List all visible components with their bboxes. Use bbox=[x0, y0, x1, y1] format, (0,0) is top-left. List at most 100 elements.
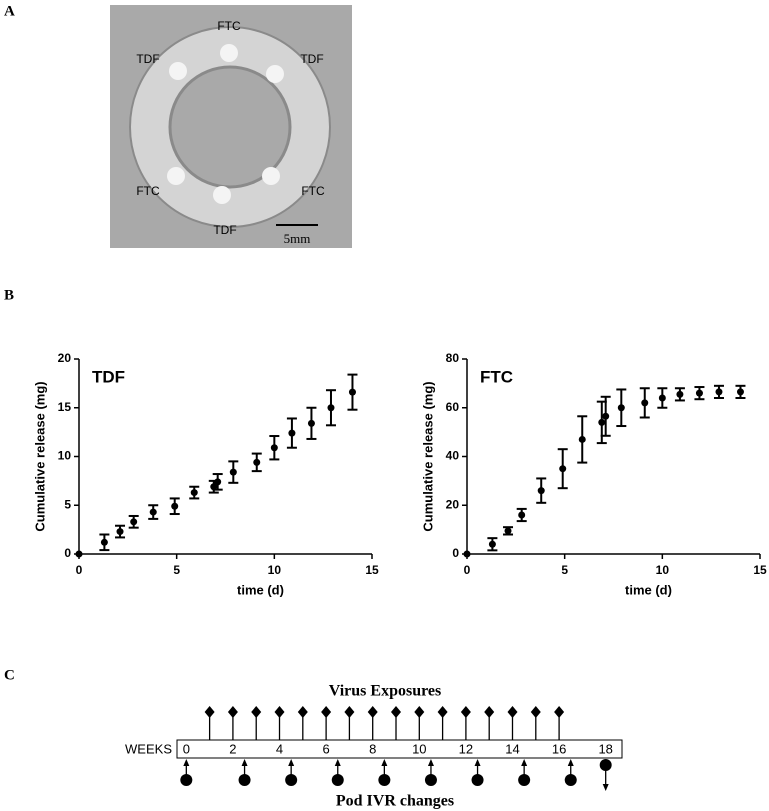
pod-label: FTC bbox=[136, 184, 160, 198]
week-label: 14 bbox=[505, 741, 519, 756]
y-tick-label: 15 bbox=[58, 400, 72, 414]
ivr-arrow bbox=[241, 759, 248, 766]
data-point bbox=[270, 444, 278, 452]
week-label: 16 bbox=[552, 741, 566, 756]
exposure-marker bbox=[391, 706, 402, 718]
data-point bbox=[559, 465, 567, 473]
data-point bbox=[229, 468, 237, 476]
data-point bbox=[307, 419, 315, 427]
x-tick-label: 10 bbox=[268, 563, 282, 577]
timeline-footer: Pod IVR changes bbox=[336, 793, 454, 810]
pod bbox=[220, 44, 238, 62]
y-tick-label: 20 bbox=[446, 497, 460, 511]
exposure-marker bbox=[204, 706, 215, 718]
ivr-marker bbox=[564, 774, 577, 786]
pod bbox=[213, 186, 231, 204]
y-tick-label: 40 bbox=[446, 449, 460, 463]
x-axis-label: time (d) bbox=[625, 582, 672, 597]
exposure-marker bbox=[484, 706, 495, 718]
panel-label: A bbox=[4, 3, 15, 19]
exposure-marker bbox=[227, 706, 238, 718]
x-tick-label: 0 bbox=[76, 563, 83, 577]
exposure-marker bbox=[274, 706, 285, 718]
data-point bbox=[658, 394, 666, 402]
exposure-marker bbox=[367, 706, 378, 718]
ivr-arrow bbox=[474, 759, 481, 766]
exposure-marker bbox=[321, 706, 332, 718]
pod bbox=[167, 167, 185, 185]
y-tick-label: 5 bbox=[64, 497, 71, 511]
data-point bbox=[736, 388, 744, 396]
x-tick-label: 10 bbox=[656, 563, 670, 577]
exposure-marker bbox=[414, 706, 425, 718]
data-point bbox=[75, 550, 83, 558]
y-tick-label: 0 bbox=[64, 546, 71, 560]
pod-label: FTC bbox=[217, 19, 241, 33]
ivr-marker bbox=[331, 774, 344, 786]
data-point bbox=[190, 489, 198, 497]
exposure-marker bbox=[437, 706, 448, 718]
exposure-marker bbox=[344, 706, 355, 718]
ivr-arrow bbox=[567, 759, 574, 766]
y-tick-label: 80 bbox=[446, 351, 460, 365]
data-point bbox=[100, 538, 108, 546]
exposure-marker bbox=[530, 706, 541, 718]
data-point bbox=[288, 429, 296, 437]
chart-title: FTC bbox=[480, 367, 513, 386]
data-point bbox=[715, 388, 723, 396]
ring-edge bbox=[168, 65, 292, 189]
ivr-marker bbox=[471, 774, 484, 786]
week-label: 10 bbox=[412, 741, 426, 756]
exposure-marker bbox=[297, 706, 308, 718]
data-point bbox=[695, 389, 703, 397]
timeline-box bbox=[176, 739, 623, 759]
timeline-axis-label: WEEKS bbox=[125, 741, 172, 756]
data-point bbox=[253, 458, 261, 466]
ivr-marker bbox=[518, 774, 531, 786]
ivr-marker bbox=[180, 774, 193, 786]
data-point bbox=[676, 390, 684, 398]
y-tick-label: 60 bbox=[446, 400, 460, 414]
data-point bbox=[327, 404, 335, 412]
timeline-title: Virus Exposures bbox=[329, 683, 441, 700]
x-tick-label: 15 bbox=[753, 563, 767, 577]
ivr-marker bbox=[285, 774, 298, 786]
data-point bbox=[130, 518, 138, 526]
data-point bbox=[488, 540, 496, 548]
y-tick-label: 0 bbox=[452, 546, 459, 560]
scale-bar-label: 5mm bbox=[284, 231, 311, 246]
data-point bbox=[602, 412, 610, 420]
chart-title: TDF bbox=[92, 367, 125, 386]
data-point bbox=[214, 478, 222, 486]
exposure-marker bbox=[507, 706, 518, 718]
pod-label: TDF bbox=[136, 52, 159, 66]
panel-label: B bbox=[4, 287, 14, 303]
x-tick-label: 5 bbox=[561, 563, 568, 577]
ivr-arrow bbox=[381, 759, 388, 766]
ivr-arrow bbox=[288, 759, 295, 766]
week-label: 2 bbox=[229, 741, 236, 756]
pod-label: TDF bbox=[213, 223, 236, 237]
data-point bbox=[518, 511, 526, 519]
x-tick-label: 5 bbox=[173, 563, 180, 577]
ivr-arrow bbox=[427, 759, 434, 766]
ivr-marker bbox=[238, 774, 251, 786]
exposure-marker bbox=[251, 706, 262, 718]
ivr-arrow bbox=[183, 759, 190, 766]
ivr-marker bbox=[424, 774, 437, 786]
pod-label: TDF bbox=[300, 52, 323, 66]
data-point bbox=[641, 399, 649, 407]
ivr-marker bbox=[378, 774, 391, 786]
y-tick-label: 10 bbox=[58, 449, 72, 463]
pod-label: FTC bbox=[301, 184, 325, 198]
pod bbox=[262, 167, 280, 185]
y-axis-label: Cumulative release (mg) bbox=[32, 381, 47, 531]
data-point bbox=[598, 418, 606, 426]
ivr-removal-arrow bbox=[602, 784, 609, 791]
data-point bbox=[504, 527, 512, 535]
data-point bbox=[171, 502, 179, 510]
pod bbox=[169, 62, 187, 80]
x-tick-label: 0 bbox=[464, 563, 471, 577]
exposure-marker bbox=[460, 706, 471, 718]
data-point bbox=[116, 528, 124, 536]
